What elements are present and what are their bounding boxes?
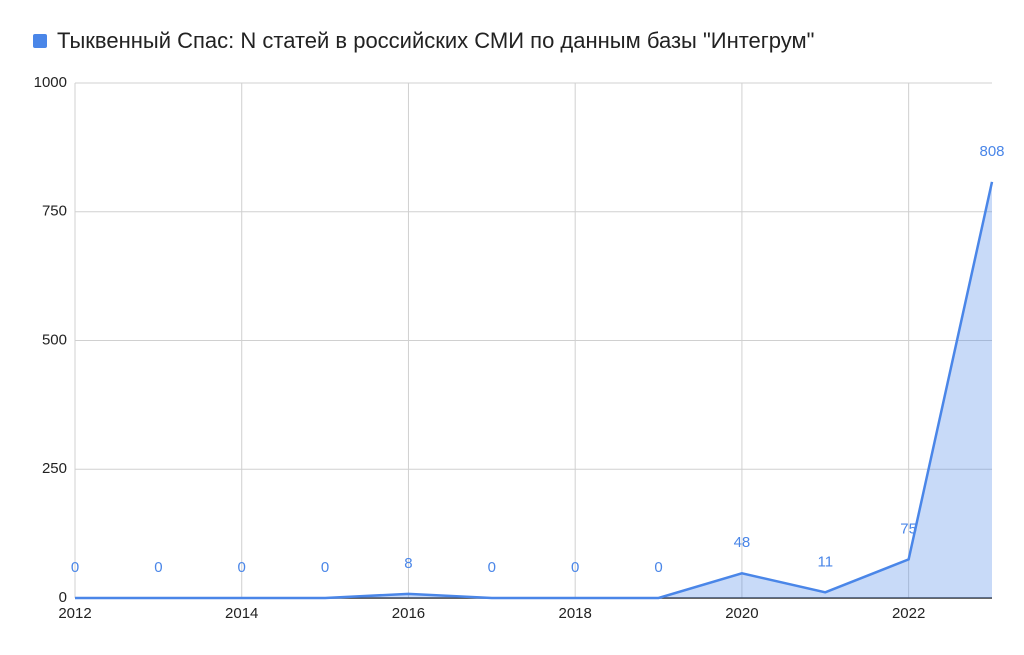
area-line	[75, 181, 994, 600]
legend-swatch	[33, 34, 47, 48]
x-tick-label: 2014	[225, 605, 258, 622]
data-label: 808	[979, 143, 1004, 160]
x-tick-label: 2018	[558, 605, 591, 622]
y-tick-label: 500	[42, 331, 67, 348]
data-label: 0	[321, 559, 329, 576]
data-label: 0	[571, 559, 579, 576]
x-tick-label: 2012	[58, 605, 91, 622]
data-label: 48	[734, 534, 751, 551]
data-label: 0	[488, 559, 496, 576]
data-label: 0	[154, 559, 162, 576]
y-tick-label: 250	[42, 460, 67, 477]
data-label: 0	[654, 559, 662, 576]
x-tick-label: 2022	[892, 605, 925, 622]
data-label: 0	[71, 559, 79, 576]
legend-label: Тыквенный Спас: N статей в российских СМ…	[57, 28, 815, 53]
area-fill	[75, 181, 992, 598]
x-tick-label: 2020	[725, 605, 758, 622]
data-label: 0	[238, 559, 246, 576]
data-label: 75	[900, 520, 917, 537]
y-tick-label: 0	[59, 589, 67, 606]
y-tick-label: 1000	[34, 74, 67, 91]
x-tick-label: 2016	[392, 605, 425, 622]
data-label: 11	[817, 553, 833, 570]
data-label: 8	[404, 555, 412, 572]
y-tick-label: 750	[42, 203, 67, 220]
